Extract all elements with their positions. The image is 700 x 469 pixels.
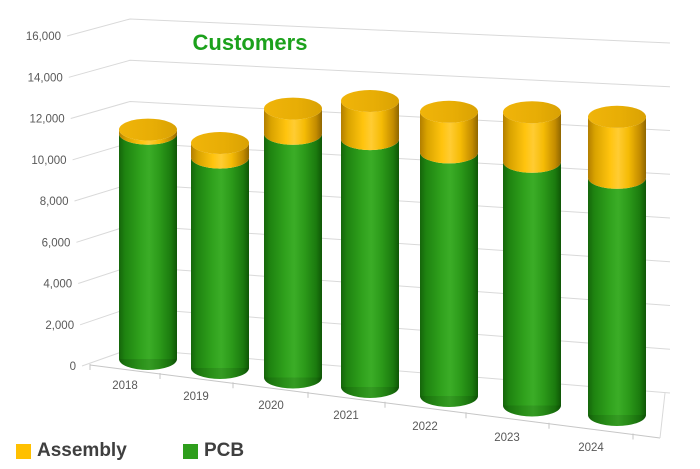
cylinder-assembly-2023	[503, 112, 561, 173]
y-tick-label: 2,000	[45, 320, 74, 332]
cylinder-underside-2024	[588, 415, 646, 426]
cylinder-assembly-2019	[191, 143, 249, 169]
cylinder-top-face-2021	[341, 90, 399, 112]
cylinder-pcb-2019	[191, 157, 249, 379]
cylinder-assembly-2024	[588, 116, 646, 189]
cylinder-underside-2023	[503, 405, 561, 417]
y-tick-label: 14,000	[28, 72, 63, 84]
bars-layer	[119, 90, 646, 426]
x-axis-label-2024: 2024	[578, 442, 604, 454]
cylinder-underside-2021	[341, 387, 399, 398]
legend-item-assembly: Assembly	[16, 441, 127, 461]
cylinder-pcb-2021	[341, 139, 399, 398]
gridline-12,000	[70, 100, 671, 131]
axes-layer: 0 2,000 4,000 6,000 8,000 10,000 12,000 14,000 1…	[26, 31, 666, 454]
cylinder-pcb-2020	[264, 133, 322, 389]
y-tick-label: 6,000	[42, 237, 71, 249]
x-axis-label-2022: 2022	[412, 421, 438, 433]
legend-label-assembly: Assembly	[37, 440, 127, 461]
x-axis-label-2019: 2019	[183, 391, 209, 403]
gridline-14,000	[68, 59, 671, 88]
legend-item-pcb: PCB	[183, 441, 244, 461]
gridline-16,000	[66, 18, 671, 44]
cylinder-underside-2022	[420, 396, 478, 407]
y-tick-label: 4,000	[43, 279, 72, 291]
cylinder-assembly-2020	[264, 108, 322, 145]
y-tick-label: 12,000	[30, 114, 65, 126]
cylinder-underside-2018	[119, 359, 177, 370]
x-axis-label-2020: 2020	[258, 400, 284, 412]
cylinder-assembly-2022	[420, 111, 478, 164]
cylinder-underside-2019	[191, 368, 249, 379]
cylinder-pcb-2022	[420, 152, 478, 407]
chart-title: Customers	[193, 30, 308, 55]
floor-right-edge	[659, 392, 666, 439]
x-axis-label-2021: 2021	[333, 410, 359, 422]
legend-swatch-assembly	[16, 443, 31, 459]
legend-swatch-pcb	[183, 443, 198, 459]
cylinder-top-face-2019	[191, 132, 249, 154]
legend: Assembly PCB	[0, 441, 700, 463]
x-axis-label-2018: 2018	[112, 380, 138, 392]
y-tick-label: 10,000	[31, 155, 66, 167]
cylinder-pcb-2024	[588, 177, 646, 426]
cylinder-top-face-2022	[420, 100, 478, 123]
cylinder-top-face-2023	[503, 101, 561, 124]
y-tick-label: 8,000	[40, 196, 69, 208]
x-axis-baseline	[89, 364, 661, 439]
cylinder-underside-2020	[264, 377, 322, 389]
cylinder-assembly-2018	[119, 129, 177, 145]
cylinder-pcb-2018	[119, 133, 177, 370]
x-axis-label-2023: 2023	[494, 432, 520, 444]
cylinder-top-face-2020	[264, 97, 322, 120]
y-tick-label: 0	[70, 361, 76, 373]
legend-label-pcb: PCB	[204, 440, 245, 461]
cylinder-top-face-2018	[119, 118, 177, 141]
cylinder-pcb-2023	[503, 161, 561, 417]
cylinder-top-face-2024	[588, 105, 646, 128]
cylinder-assembly-2021	[341, 101, 399, 151]
y-tick-label: 16,000	[26, 31, 61, 43]
